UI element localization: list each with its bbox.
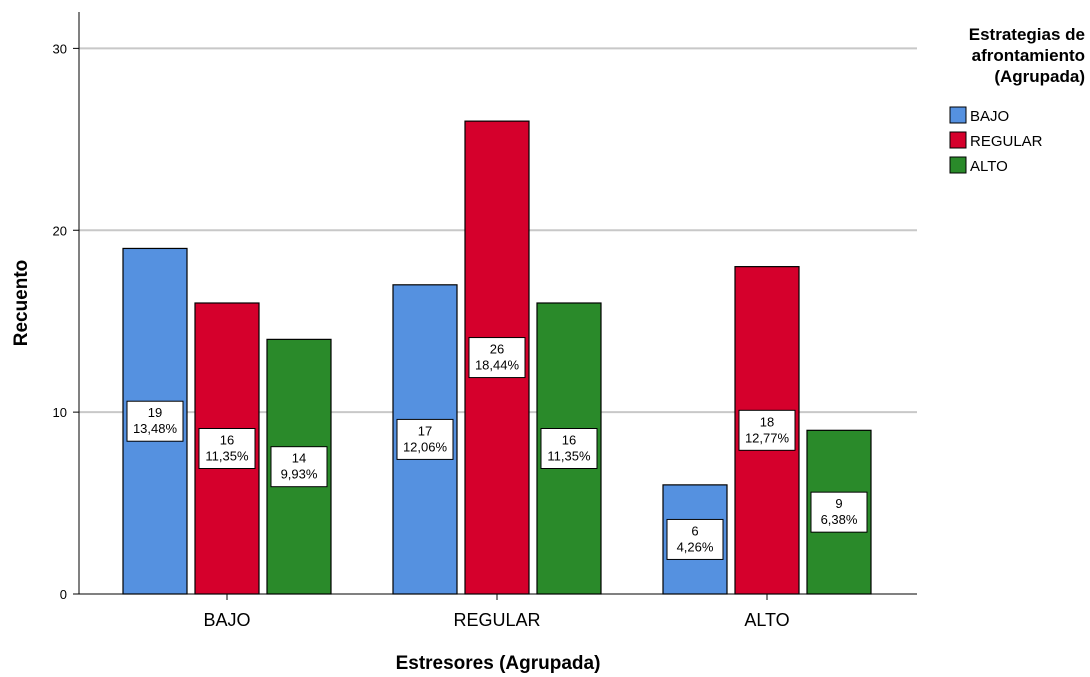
data-label-percent: 9,93% (281, 467, 318, 482)
data-label-box (126, 400, 184, 442)
y-tick-label: 20 (53, 223, 67, 238)
data-label-percent: 6,38% (821, 512, 858, 527)
legend-label-bajo: BAJO (970, 108, 1009, 125)
legend-swatch-alto (949, 156, 967, 174)
data-label-percent: 12,06% (403, 439, 448, 454)
data-label-count: 16 (220, 433, 234, 448)
data-label-count: 18 (760, 414, 774, 429)
legend-title-line: (Agrupada) (994, 67, 1085, 86)
y-tick-label: 0 (60, 587, 67, 602)
legend-title-line: Estrategias de (969, 25, 1085, 44)
data-label-percent: 4,26% (677, 539, 714, 554)
data-label-percent: 12,77% (745, 430, 790, 445)
data-label-box (810, 491, 868, 533)
y-axis-title: Recuento (11, 260, 32, 347)
legend-swatch-bajo (949, 106, 967, 124)
data-label-count: 14 (292, 451, 306, 466)
legend-label-regular: REGULAR (970, 133, 1043, 150)
data-label-count: 19 (148, 405, 162, 420)
y-tick-label: 10 (53, 405, 67, 420)
x-category-label: BAJO (203, 610, 250, 630)
data-label-count: 6 (691, 523, 698, 538)
data-label-percent: 13,48% (133, 421, 178, 436)
x-category-label: ALTO (744, 610, 789, 630)
data-label-percent: 11,35% (205, 449, 249, 464)
legend-title-line: afrontamiento (972, 46, 1085, 65)
data-label-count: 9 (835, 496, 842, 511)
y-tick-label: 30 (53, 41, 67, 56)
data-label-percent: 11,35% (547, 449, 591, 464)
legend-swatch-regular (949, 131, 967, 149)
data-label-count: 16 (562, 433, 576, 448)
data-label-box (540, 428, 598, 469)
data-label-box (666, 518, 724, 560)
data-label-count: 26 (490, 342, 504, 357)
data-label-box (270, 446, 328, 488)
x-category-label: REGULAR (453, 610, 540, 630)
data-label-count: 17 (418, 423, 432, 438)
data-label-box (396, 418, 454, 460)
data-label-box (468, 337, 526, 379)
data-label-box (198, 428, 256, 469)
legend-label-alto: ALTO (970, 158, 1008, 175)
data-label-box (738, 409, 796, 451)
data-label-percent: 18,44% (475, 358, 520, 373)
x-axis-title: Estresores (Agrupada) (396, 653, 601, 674)
